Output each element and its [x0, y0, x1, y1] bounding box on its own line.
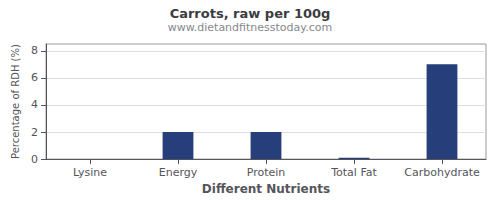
svg-text:0: 0 — [31, 153, 38, 166]
svg-text:www.dietandfitnesstoday.com: www.dietandfitnesstoday.com — [168, 21, 332, 34]
svg-text:2: 2 — [31, 126, 38, 139]
svg-text:6: 6 — [31, 71, 38, 84]
svg-text:Carbohydrate: Carbohydrate — [404, 166, 480, 179]
svg-text:Energy: Energy — [159, 166, 198, 179]
svg-text:Percentage of RDH (%): Percentage of RDH (%) — [10, 44, 21, 159]
svg-text:Different Nutrients: Different Nutrients — [202, 182, 330, 196]
svg-text:4: 4 — [31, 98, 38, 111]
svg-text:Lysine: Lysine — [73, 166, 107, 179]
svg-text:Total Fat: Total Fat — [330, 166, 377, 179]
svg-text:8: 8 — [31, 44, 38, 57]
svg-text:Carrots, raw per 100g: Carrots, raw per 100g — [170, 6, 331, 21]
svg-text:Protein: Protein — [247, 166, 286, 179]
